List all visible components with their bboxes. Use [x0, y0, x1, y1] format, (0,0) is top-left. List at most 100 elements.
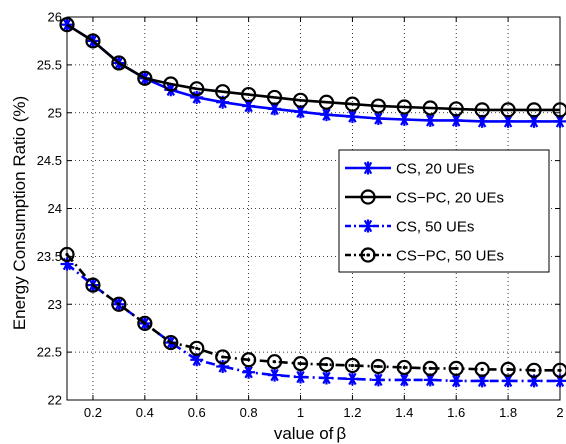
data-point: [500, 102, 516, 118]
x-tick-label: 1.2: [343, 405, 361, 420]
data-point: [189, 81, 205, 97]
axis-ticks: 0.2 0.4 0.6 0.8 1 1.2 1.4 1.6 1.8 22222.52323.524…: [37, 10, 564, 421]
data-point: [370, 98, 386, 114]
y-axis-label: Energy Consumption Ratio (%): [10, 96, 29, 330]
data-point-ring: [318, 356, 335, 373]
data-point: [215, 84, 231, 100]
data-point-ring: [59, 246, 75, 263]
series-group: [59, 17, 566, 388]
data-point-dot: [143, 321, 147, 325]
x-tick-label: 0.2: [84, 405, 102, 420]
data-point: [552, 102, 566, 118]
data-point: [242, 365, 256, 379]
x-axis-label-symbol: β: [336, 424, 346, 443]
data-point-ring: [189, 340, 205, 356]
y-tick-label: 24: [48, 201, 62, 216]
data-point: [163, 76, 179, 92]
data-point-ring: [344, 357, 361, 374]
data-point: [292, 356, 309, 372]
data-point: [163, 334, 179, 351]
data-point: [137, 70, 153, 86]
data-point-ring: [241, 352, 257, 368]
data-point-ring: [552, 362, 566, 378]
data-point: [345, 372, 359, 386]
data-point: [59, 246, 75, 263]
series-1: [59, 17, 566, 118]
data-point-ring: [370, 358, 386, 375]
data-point-ring: [396, 359, 412, 376]
x-tick-label: 1.8: [499, 405, 517, 420]
data-point-dot: [195, 346, 199, 350]
data-point: [397, 373, 411, 387]
data-point: [137, 315, 153, 331]
data-point: [526, 362, 542, 378]
data-point-dot: [272, 360, 277, 364]
data-point-dot: [247, 358, 251, 362]
legend: CS, 20 UEs CS−PC, 20 UEs CS, 50 UEs CS−PC, …: [338, 149, 550, 273]
data-point: [111, 55, 127, 71]
legend-marker-dot: [366, 253, 370, 257]
data-point: [345, 110, 359, 124]
data-point: [397, 112, 411, 126]
x-tick-label: 0.6: [188, 405, 206, 420]
legend-item: CS, 20 UEs: [345, 161, 474, 178]
data-point: [552, 362, 566, 378]
data-point: [474, 361, 490, 377]
series-line: [66, 23, 560, 112]
series-0: [60, 18, 566, 128]
y-tick-label: 26: [48, 10, 62, 25]
data-point: [85, 33, 101, 49]
data-point-dot: [298, 362, 303, 366]
data-point-ring: [215, 349, 231, 365]
data-point-ring: [111, 296, 127, 312]
data-point: [371, 373, 385, 387]
data-point: [318, 356, 335, 373]
data-point: [189, 340, 205, 356]
data-point: [396, 359, 412, 376]
y-tick-label: 24.5: [37, 153, 62, 168]
data-point-dot: [65, 252, 69, 257]
data-point: [423, 373, 437, 387]
data-point: [268, 368, 282, 382]
data-point-dot: [91, 283, 95, 287]
data-point-ring: [292, 356, 309, 372]
x-tick-label: 1.6: [447, 405, 465, 420]
data-point: [266, 89, 283, 106]
data-point-ring: [422, 360, 438, 377]
x-tick-label: 2: [556, 405, 563, 420]
data-point: [215, 349, 231, 365]
y-tick-label: 23: [48, 297, 62, 312]
data-point: [396, 99, 412, 115]
data-point: [294, 105, 308, 119]
data-point: [500, 361, 516, 377]
y-tick-label: 25.5: [37, 57, 62, 72]
data-point-ring: [163, 334, 179, 351]
data-point-ring: [474, 361, 490, 377]
legend-label: CS−PC, 20 UEs: [396, 190, 504, 207]
data-point-dot: [221, 355, 225, 359]
data-point-ring: [266, 354, 283, 370]
data-point-dot: [324, 362, 329, 367]
y-tick-label: 23.5: [37, 249, 62, 264]
data-point: [59, 17, 75, 33]
data-point-dot: [402, 365, 406, 370]
data-point-dot: [428, 366, 432, 371]
legend-marker-ring: [360, 247, 376, 263]
x-axis-label-group: value of β: [274, 424, 347, 443]
y-tick-label: 22.5: [37, 345, 62, 360]
data-point: [449, 113, 463, 127]
data-point: [370, 358, 386, 375]
y-tick-label: 22: [48, 393, 62, 408]
x-tick-label: 1.4: [395, 405, 413, 420]
data-point: [423, 113, 437, 127]
data-point: [111, 296, 127, 312]
data-point-dot: [558, 368, 562, 372]
data-point-ring: [137, 315, 153, 331]
data-point: [527, 114, 541, 128]
legend-marker: [360, 247, 376, 263]
data-point: [474, 102, 490, 118]
data-point-dot: [532, 368, 536, 372]
series-3: [59, 246, 566, 378]
legend-item: CS−PC, 50 UEs: [345, 247, 504, 265]
